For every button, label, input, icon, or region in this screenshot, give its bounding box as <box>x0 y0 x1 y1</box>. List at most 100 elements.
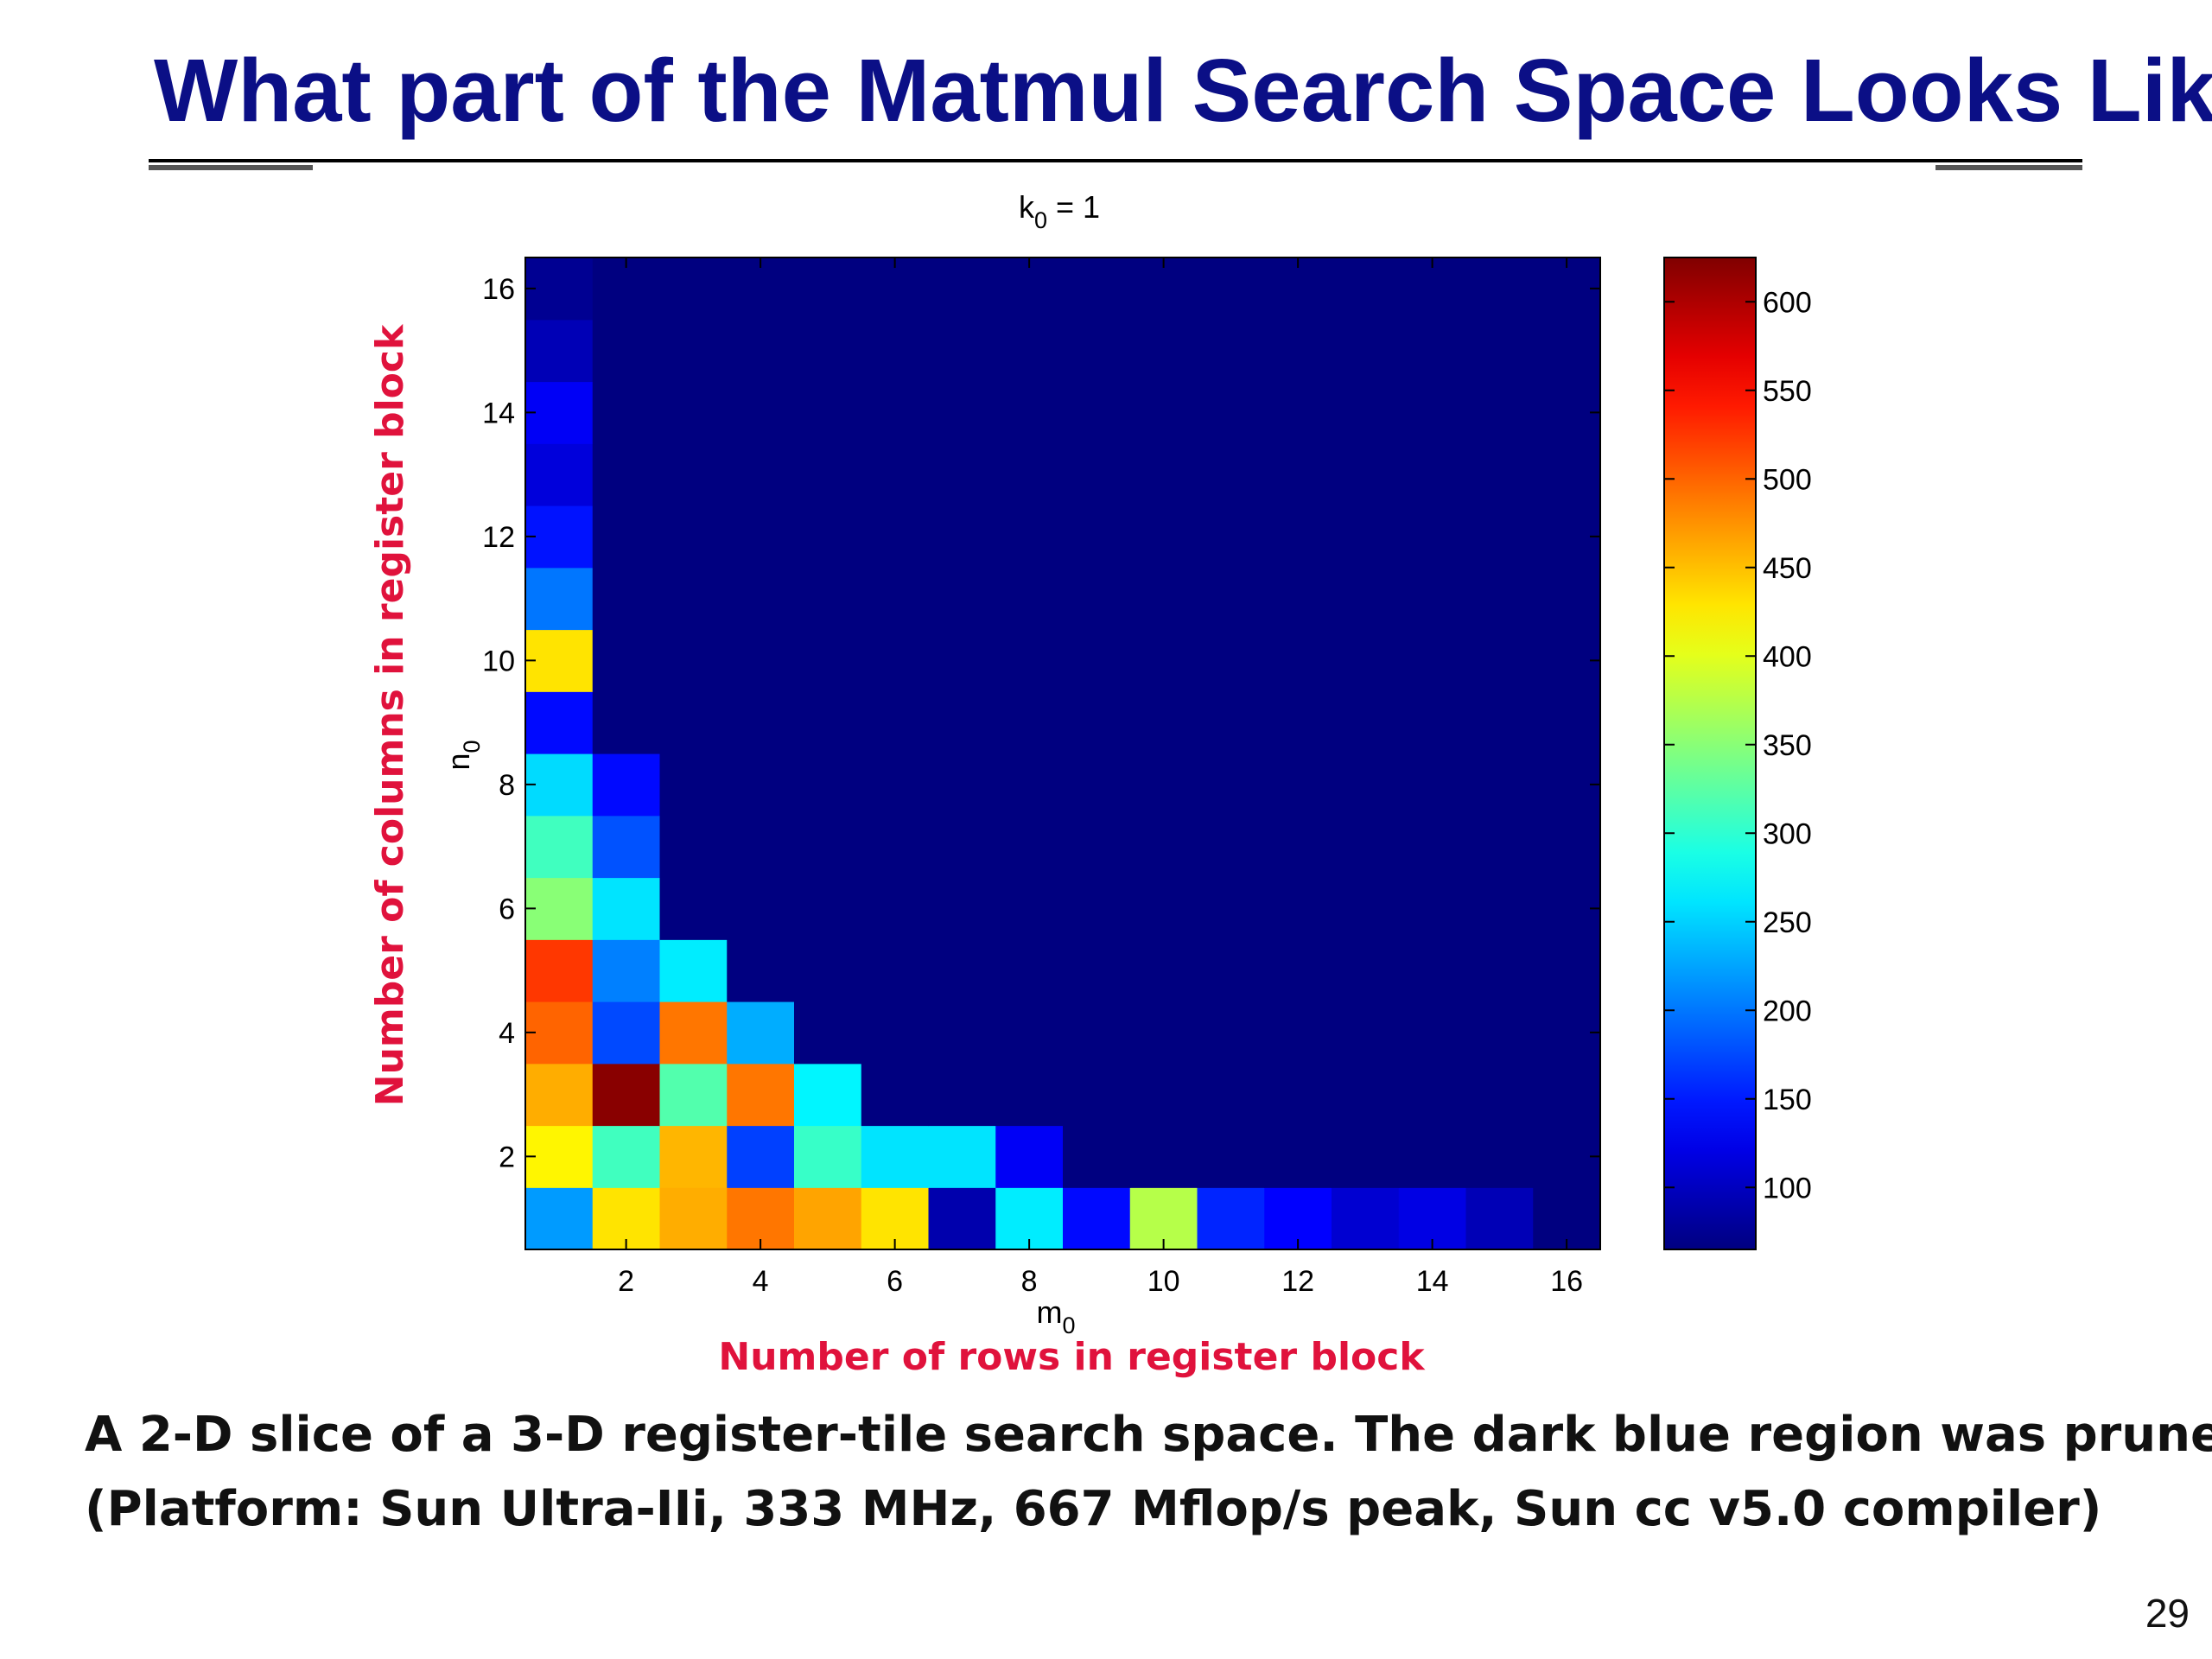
heatmap-cell <box>727 505 795 569</box>
heatmap-cell <box>1063 877 1131 940</box>
heatmap-cell <box>1332 753 1400 817</box>
heatmap-cell <box>525 877 594 940</box>
heatmap-cell <box>1398 319 1467 383</box>
heatmap-cell <box>861 443 930 506</box>
description-line-2: (Platform: Sun Ultra-IIi, 333 MHz, 667 M… <box>85 1481 2102 1537</box>
heatmap-cell <box>1264 381 1332 444</box>
heatmap-cell <box>1332 505 1400 569</box>
heatmap-cell <box>1063 1001 1131 1065</box>
heatmap-cell <box>1129 753 1198 817</box>
heatmap-cell <box>727 257 795 321</box>
heatmap-cell <box>1332 257 1400 321</box>
heatmap-cell <box>727 1001 795 1065</box>
slide-description: A 2-D slice of a 3-D register-tile searc… <box>85 1398 2212 1547</box>
heatmap-cell <box>928 505 996 569</box>
y-tick-label: 16 <box>482 273 515 306</box>
heatmap-cell <box>1332 1001 1400 1065</box>
heatmap-cell <box>1533 629 1601 692</box>
heatmap-cell <box>1264 939 1332 1002</box>
heatmap-cell <box>525 815 594 879</box>
colorbar-tick-label: 550 <box>1763 375 1812 408</box>
heatmap-cell <box>525 319 594 383</box>
heatmap-cell <box>995 1125 1064 1188</box>
heatmap-cell <box>1398 505 1467 569</box>
heatmap-cell <box>861 815 930 879</box>
heatmap-cell <box>1197 381 1265 444</box>
heatmap-cell <box>794 1001 862 1065</box>
heatmap-cell <box>1197 443 1265 506</box>
heatmap-cell <box>592 815 661 879</box>
slide-title: What part of the Matmul Search Space Loo… <box>154 41 2212 140</box>
y-tick-label: 12 <box>482 521 515 554</box>
heatmap-cell <box>1332 629 1400 692</box>
heatmap-cell <box>794 753 862 817</box>
heatmap-cell <box>1533 567 1601 631</box>
heatmap-cell <box>794 381 862 444</box>
heatmap-cell <box>525 443 594 506</box>
heatmap-cell <box>592 753 661 817</box>
heatmap-cell <box>995 815 1064 879</box>
heatmap-cell <box>928 1125 996 1188</box>
heatmap-cell <box>1533 257 1601 321</box>
heatmap-cell <box>592 1063 661 1127</box>
heatmap-cell <box>1332 1063 1400 1127</box>
heatmap-cell <box>928 443 996 506</box>
heatmap-cell <box>525 1063 594 1127</box>
y-tick-label: 8 <box>499 769 515 802</box>
heatmap-cell <box>794 939 862 1002</box>
heatmap-cell <box>1063 567 1131 631</box>
y-tick-label: 10 <box>482 645 515 677</box>
heatmap-cell <box>525 381 594 444</box>
colorbar-tick-label: 250 <box>1763 906 1812 939</box>
heatmap-cell <box>794 567 862 631</box>
heatmap-cell <box>995 505 1064 569</box>
heatmap-cell <box>525 1125 594 1188</box>
colorbar-tick-label: 200 <box>1763 995 1812 1027</box>
heatmap-cell <box>1197 691 1265 754</box>
heatmap-cell <box>1465 505 1534 569</box>
heatmap-cell <box>928 1187 996 1250</box>
heatmap-cell <box>1264 815 1332 879</box>
heatmap-cell <box>659 1063 728 1127</box>
heatmap-cell <box>1332 443 1400 506</box>
heatmap-cell <box>928 691 996 754</box>
heatmap-cell <box>928 753 996 817</box>
heatmap-cell <box>794 1187 862 1250</box>
heatmap-cell <box>1465 1125 1534 1188</box>
x-tick-label: 4 <box>753 1265 769 1298</box>
heatmap-cell <box>659 381 728 444</box>
heatmap-cell <box>727 939 795 1002</box>
heatmap-cell <box>1398 815 1467 879</box>
heatmap-cell <box>1465 381 1534 444</box>
heatmap-cell <box>1398 443 1467 506</box>
y-axis-label: n0 <box>441 740 485 770</box>
heatmap-cell <box>1398 753 1467 817</box>
heatmap-cell <box>659 257 728 321</box>
heatmap-cell <box>1264 753 1332 817</box>
heatmap-cell <box>1264 691 1332 754</box>
heatmap-cell <box>928 319 996 383</box>
heatmap-cell <box>1398 1001 1467 1065</box>
heatmap-cell <box>1398 939 1467 1002</box>
heatmap-cell <box>525 1187 594 1250</box>
heatmap-cell <box>928 815 996 879</box>
heatmap-cell <box>1264 257 1332 321</box>
y-tick-label: 4 <box>499 1017 515 1050</box>
heatmap-cell <box>794 1125 862 1188</box>
title-rule <box>149 159 2082 162</box>
heatmap-cell <box>1332 567 1400 631</box>
heatmap-cell <box>1129 1125 1198 1188</box>
y-axis-ticks: 2 4 6 8 10 12 14 16 <box>482 273 1600 1173</box>
heatmap-cell <box>1129 443 1198 506</box>
heatmap-cell <box>928 567 996 631</box>
chart-title: k0 = 1 <box>1019 189 1100 233</box>
heatmap-cell <box>1197 877 1265 940</box>
heatmap-cell <box>1398 1063 1467 1127</box>
colorbar-tick-label: 100 <box>1763 1172 1812 1205</box>
heatmap-cell <box>1197 1001 1265 1065</box>
colorbar-tick-label: 600 <box>1763 286 1812 319</box>
heatmap-cell <box>928 257 996 321</box>
heatmap-cell <box>1063 1063 1131 1127</box>
heatmap-cell <box>794 877 862 940</box>
heatmap-cell <box>928 381 996 444</box>
